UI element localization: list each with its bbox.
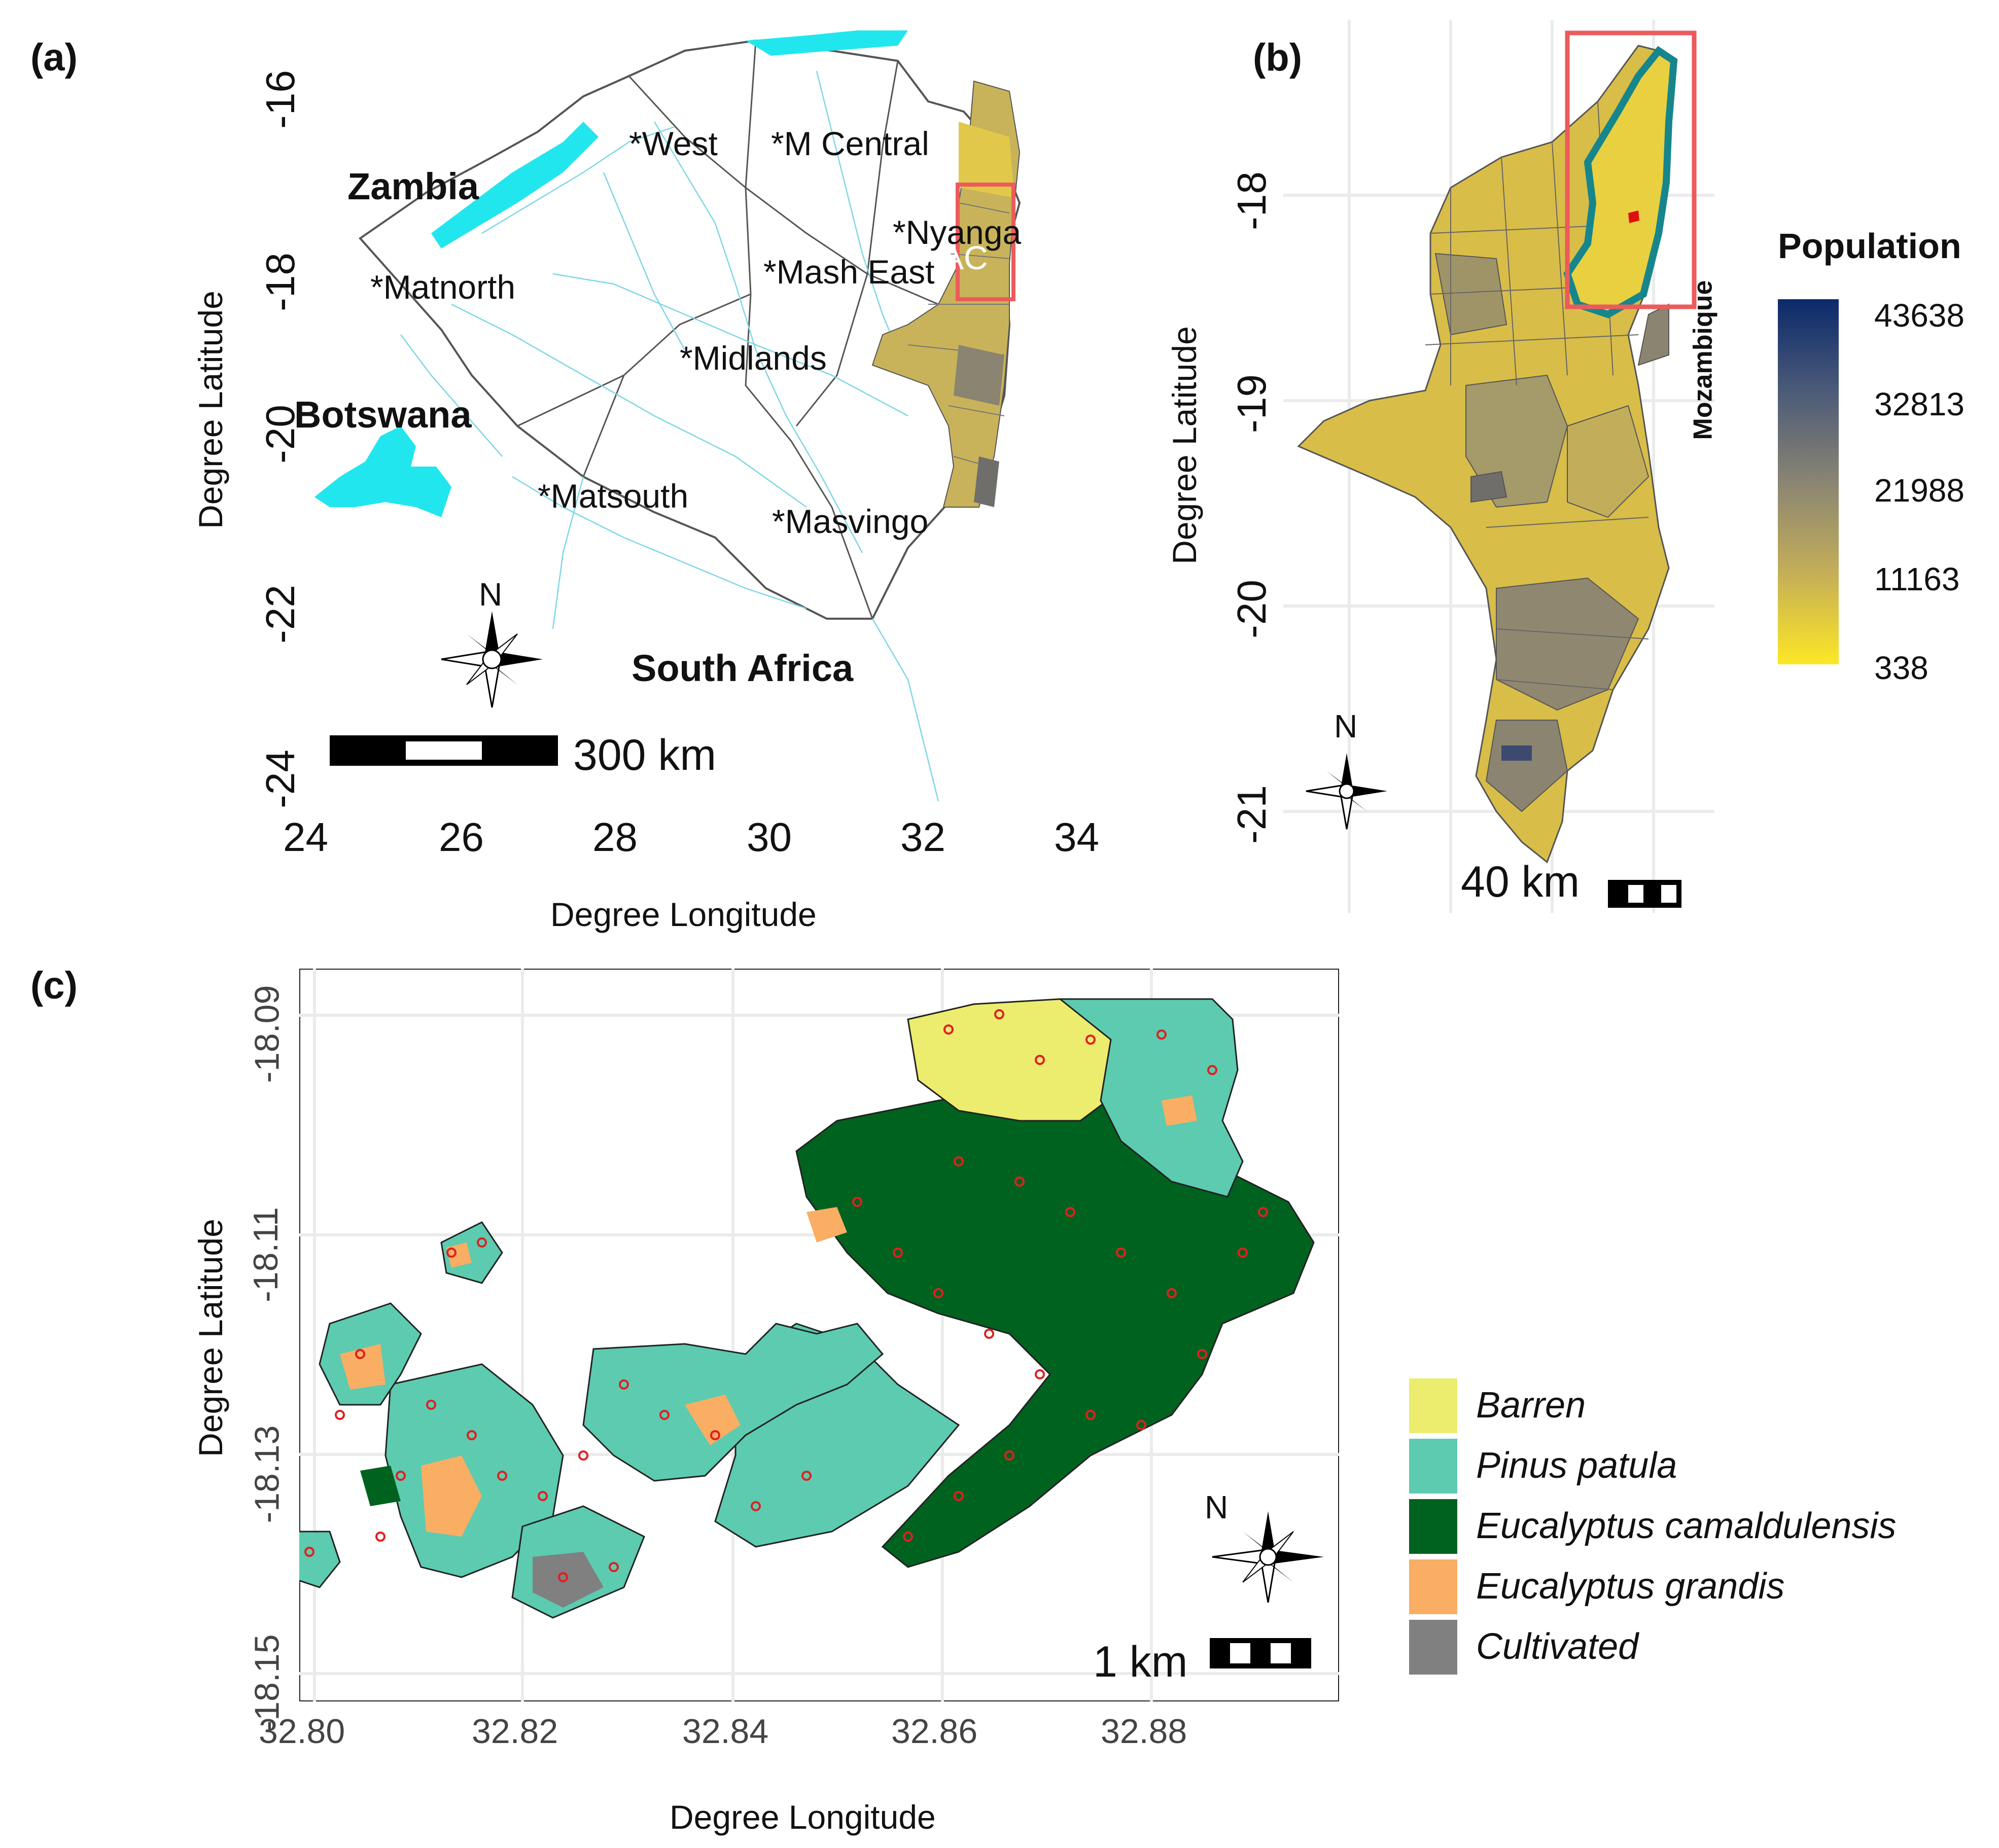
c-xtick-3286: 32.86 [891,1712,978,1751]
province-midlands: *Midlands [680,339,827,377]
b-ytick-20: -20 [1229,580,1274,638]
c-xtick-3280: 32.80 [259,1712,345,1751]
panel-c-map [299,969,1339,1701]
province-mash-east: *Mash East [763,253,935,291]
panel-a-map [314,30,1021,802]
legend-label-cultivated: Cultivated [1476,1626,1639,1667]
c-ytick-1809: -18.09 [248,985,287,1083]
pop-break-43638: 43638 [1874,297,1965,334]
province-west: *West [629,125,718,162]
study-area-box [956,183,1015,301]
a-xtick-26: 26 [439,814,484,860]
study-area-box-b [1565,30,1697,309]
a-x-title: Degree Longitude [550,896,817,933]
country-zambia: Zambia [347,165,479,207]
catchment-outline [1563,46,1678,318]
lake-kariba [431,122,599,248]
a-xtick-32: 32 [900,814,945,860]
population-colorbar [1778,299,1839,664]
c-xtick-3288: 32.88 [1101,1712,1187,1751]
a-xtick-34: 34 [1054,814,1099,860]
population-legend-title: Population [1778,226,1961,266]
legend-label-grandis: Eucalyptus grandis [1476,1566,1785,1607]
panel-b-map [1283,20,1714,913]
b-ytick-18: -18 [1229,171,1274,230]
okavango-water [314,426,451,517]
a-y-title: Degree Latitude [191,291,229,529]
panel-b-label: (b) [1253,36,1303,79]
c-ytick-1813: -18.13 [248,1425,287,1523]
province-nyanga: *Nyanga [893,214,1022,251]
barren-area [907,998,1122,1122]
pop-break-32813: 32813 [1874,386,1965,422]
north-arrow-b [1306,753,1387,830]
legend-key-pinus [1409,1439,1457,1494]
legend-label-pinus: Pinus patula [1476,1445,1677,1486]
b-y-title: Degree Latitude [1165,326,1203,564]
c-xtick-3284: 32.84 [682,1712,769,1751]
country-mozambique: Mozambique [1688,280,1718,440]
b-ytick-19: -19 [1229,374,1274,433]
panel-c-label: (c) [30,964,78,1007]
c-xtick-3282: 32.82 [472,1712,558,1751]
legend-label-barren: Barren [1476,1385,1586,1426]
inset-ac-label: AC [941,239,988,276]
pop-break-21988: 21988 [1874,472,1965,509]
country-botswana: Botswana [294,394,472,436]
scale-bar-c [1210,1638,1311,1668]
north-label-c: N [1205,1489,1229,1525]
north-arrow-c [1212,1511,1324,1603]
scale-label-a: 300 km [573,731,717,779]
legend-key-camaldulensis [1409,1499,1457,1554]
b-ytick-21: -21 [1229,785,1274,844]
a-ytick-24: -24 [257,750,303,808]
c-y-title: Degree Latitude [191,1219,229,1457]
a-ytick-20: -20 [257,405,303,464]
country-south-africa: South Africa [632,647,854,689]
a-xtick-24: 24 [283,814,328,860]
c-ytick-1811: -18.11 [246,1207,285,1302]
a-ytick-22: -22 [257,585,303,644]
a-xtick-30: 30 [747,814,792,860]
sample-points [304,1009,1268,1582]
a-ytick-16: -16 [257,70,303,129]
scale-label-b: 40 km [1461,858,1580,906]
a-xtick-28: 28 [592,814,638,860]
legend-key-grandis [1409,1559,1457,1614]
c-x-title: Degree Longitude [670,1798,936,1836]
legend-key-barren [1409,1378,1457,1433]
legend-key-cultivated [1409,1620,1457,1675]
province-masvingo: *Masvingo [772,503,929,540]
scale-label-c: 1 km [1093,1638,1188,1686]
north-label-b: N [1334,708,1358,744]
province-matsouth: *Matsouth [538,477,689,515]
legend-label-camaldulensis: Eucalyptus camaldulensis [1476,1506,1897,1546]
north-arrow-a [441,611,543,708]
a-ytick-18: -18 [257,253,303,311]
panel-a-label: (a) [30,36,78,79]
north-label-a: N [479,576,503,613]
pop-break-11163: 11163 [1874,561,1960,597]
province-m-central: *M Central [771,125,929,162]
pop-break-338: 338 [1874,650,1928,686]
province-matnorth: *Matnorth [370,268,516,306]
